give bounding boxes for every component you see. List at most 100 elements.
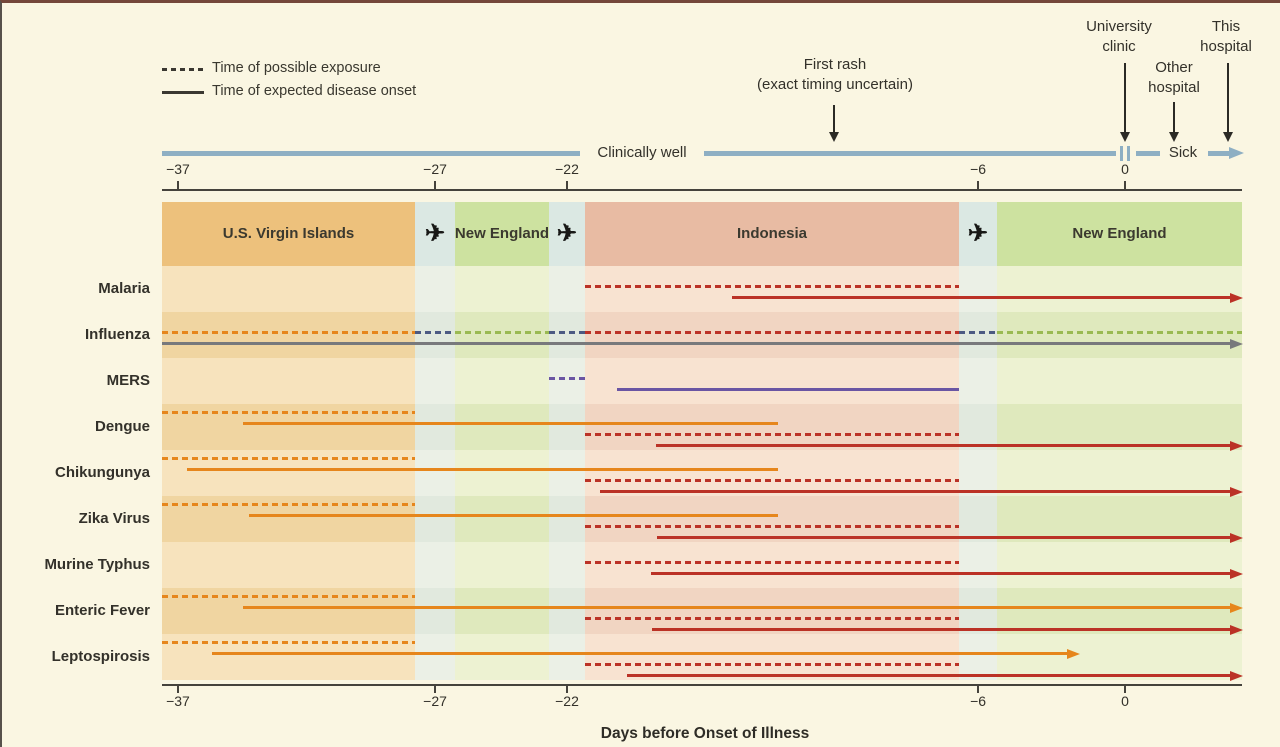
annotation-text: hospital [1148, 79, 1200, 96]
tick-label-bottom: −6 [970, 693, 987, 709]
location-cell [959, 358, 997, 404]
annotation-text: First rash [803, 56, 867, 73]
enteric-fever-solid-segment [243, 606, 1231, 609]
location-cell [548, 496, 586, 542]
tick-label-top: −37 [166, 161, 190, 177]
location-cell [415, 266, 455, 312]
location-cell [959, 496, 997, 542]
down-arrow-icon [1169, 132, 1179, 142]
tick-mark-top [1124, 181, 1127, 190]
row-label-mers: MERS [106, 372, 150, 389]
right-arrow-icon [1229, 147, 1244, 159]
this-hospital-arrow [1227, 63, 1229, 132]
right-arrow-icon [1066, 648, 1080, 659]
annotation-university-clinic: University clinic [1059, 17, 1179, 57]
influenza-dashed-segment [548, 331, 586, 334]
location-cell [415, 588, 455, 634]
malaria-dashed-segment [585, 285, 960, 288]
zika-virus-solid-segment [249, 514, 778, 517]
tick-label-top: 0 [1121, 161, 1129, 177]
dengue-solid-segment [243, 422, 778, 425]
location-cell [585, 358, 960, 404]
right-arrow-icon [1230, 486, 1243, 497]
influenza-dashed-segment [415, 331, 455, 334]
bar-segment [1136, 151, 1160, 156]
influenza-dashed-segment [996, 331, 1242, 334]
location-cell [996, 542, 1242, 588]
location-cell [455, 634, 549, 680]
annotation-text: Other [1155, 59, 1193, 76]
bar-break-mark [1127, 146, 1130, 161]
tick-mark-bottom [566, 685, 568, 693]
location-cell [548, 404, 586, 450]
zika-virus-solid-segment [656, 536, 1231, 539]
chikungunya-dashed-segment [162, 457, 416, 460]
down-arrow-icon [1223, 132, 1233, 142]
annotation-text: University [1086, 18, 1152, 35]
row-label-influenza: Influenza [84, 326, 150, 343]
location-cell [959, 450, 997, 496]
legend-item-expected-onset: Time of expected disease onset [162, 83, 482, 101]
tick-label-top: −22 [555, 161, 579, 177]
x-axis-title: Days before Onset of Illness [600, 725, 810, 742]
row-label-chikungunya: Chikungunya [54, 464, 150, 481]
location-cell [959, 634, 997, 680]
tick-label-bottom: −22 [555, 693, 579, 709]
location-cell [162, 542, 416, 588]
airplane-icon: ✈ [556, 220, 578, 247]
row-label-enteric-fever: Enteric Fever [54, 602, 150, 619]
location-cell [415, 450, 455, 496]
top-axis-line [162, 189, 1242, 191]
row-label-dengue: Dengue [94, 418, 150, 435]
location-cell [585, 634, 960, 680]
header-flight-strip: ✈ [415, 202, 455, 266]
location-cell [548, 588, 586, 634]
tick-mark-bottom [977, 685, 980, 693]
location-label: Indonesia [737, 225, 808, 242]
tick-label-bottom: 0 [1121, 693, 1129, 709]
annotation-text: clinic [1102, 38, 1136, 55]
header-location-u-s-virgin-islands: U.S. Virgin Islands [162, 202, 416, 266]
annotation-text: (exact timing uncertain) [757, 76, 913, 93]
bar-segment [704, 151, 1116, 156]
first-rash-arrow [833, 105, 835, 132]
row-label-malaria: Malaria [98, 280, 150, 297]
right-arrow-icon [1230, 292, 1243, 303]
location-cell [548, 358, 586, 404]
dashed-line-sample [162, 68, 204, 71]
zika-virus-dashed-segment [585, 525, 960, 528]
chikungunya-dashed-segment [585, 479, 960, 482]
chikungunya-solid-segment [186, 468, 778, 471]
location-label: New England [1072, 225, 1167, 242]
location-cell [585, 312, 960, 358]
location-cell [585, 404, 960, 450]
row-label-murine-typhus: Murine Typhus [44, 556, 150, 573]
university-clinic-arrow [1124, 63, 1126, 132]
influenza-dashed-segment [585, 331, 960, 334]
location-cell [585, 450, 960, 496]
location-cell [548, 450, 586, 496]
bottom-axis-line [162, 684, 1242, 686]
location-cell [996, 588, 1242, 634]
down-arrow-icon [1120, 132, 1130, 142]
tick-label-top: −27 [423, 161, 447, 177]
annotation-first-rash: First rash (exact timing uncertain) [725, 55, 945, 95]
influenza-solid-segment [162, 342, 1231, 345]
location-cell [548, 266, 586, 312]
leptospirosis-solid-segment [627, 674, 1231, 677]
tick-label-top: −6 [970, 161, 987, 177]
location-cell [455, 266, 549, 312]
location-cell [996, 358, 1242, 404]
location-cell [996, 634, 1242, 680]
header-location-indonesia: Indonesia [585, 202, 960, 266]
influenza-dashed-segment [959, 331, 997, 334]
location-cell [585, 266, 960, 312]
location-cell [455, 404, 549, 450]
row-label-zika-virus: Zika Virus [78, 510, 150, 527]
location-cell [585, 588, 960, 634]
tick-mark-bottom [1124, 685, 1127, 693]
location-cell [959, 266, 997, 312]
mers-solid-segment [616, 388, 960, 391]
dengue-solid-segment [655, 444, 1231, 447]
location-label: New England [454, 225, 550, 242]
